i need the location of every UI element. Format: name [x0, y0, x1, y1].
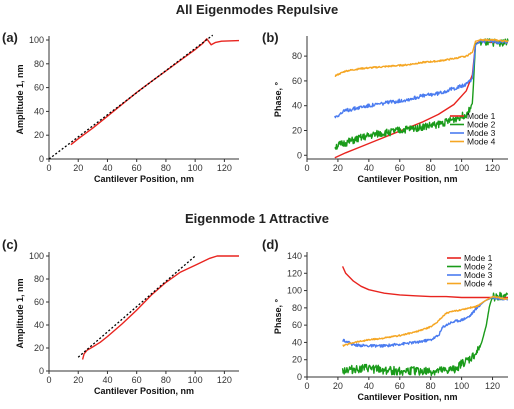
- y-tick-label: 0: [297, 150, 302, 160]
- y-tick-label: 60: [292, 76, 302, 86]
- x-tick-label: 120: [485, 381, 500, 391]
- x-tick-label: 60: [132, 163, 142, 173]
- series-line-a-0: [70, 38, 240, 146]
- x-axis-label-c: Cantilever Position, nm: [94, 386, 194, 396]
- legend-label: Mode 2: [467, 120, 496, 130]
- y-tick-label: 100: [29, 35, 44, 45]
- panel-label-b: (b): [262, 30, 279, 45]
- y-tick-label: 40: [34, 320, 44, 330]
- x-tick-label: 20: [333, 163, 343, 173]
- legend-label: Mode 2: [464, 262, 493, 272]
- x-tick-label: 40: [102, 375, 112, 385]
- x-tick-label: 20: [73, 375, 83, 385]
- y-axis-label-b: Phase, °: [273, 82, 283, 118]
- y-tick-label: 80: [292, 51, 302, 61]
- x-tick-label: 40: [364, 381, 374, 391]
- y-tick-label: 20: [292, 355, 302, 365]
- x-tick-label: 100: [454, 163, 469, 173]
- y-tick-label: 120: [287, 268, 302, 278]
- panel-label-d: (d): [262, 237, 279, 252]
- x-tick-label: 100: [188, 375, 203, 385]
- x-tick-label: 60: [132, 375, 142, 385]
- y-tick-label: 100: [287, 286, 302, 296]
- y-tick-label: 20: [34, 130, 44, 140]
- y-axis-label-c: Amplitude 1, nm: [15, 278, 25, 348]
- legend-label: Mode 1: [464, 253, 493, 263]
- legend-label: Mode 3: [467, 128, 496, 138]
- bottom-section-title: Eigenmode 1 Attractive: [184, 211, 329, 226]
- x-tick-label: 100: [188, 163, 203, 173]
- x-tick-label: 120: [485, 163, 500, 173]
- x-tick-label: 120: [217, 163, 232, 173]
- x-tick-label: 80: [161, 163, 171, 173]
- x-tick-label: 20: [73, 163, 83, 173]
- y-tick-label: 80: [292, 303, 302, 313]
- y-tick-label: 80: [34, 274, 44, 284]
- x-tick-label: 40: [102, 163, 112, 173]
- x-axis-label-a: Cantilever Position, nm: [94, 174, 194, 184]
- y-tick-label: 0: [39, 154, 44, 164]
- x-tick-label: 80: [161, 375, 171, 385]
- x-axis-label-b: Cantilever Position, nm: [357, 174, 457, 184]
- x-axis-label-d: Cantilever Position, nm: [357, 392, 457, 402]
- legend-label: Mode 4: [464, 279, 493, 289]
- x-tick-label: 20: [333, 381, 343, 391]
- series-line-c-0: [81, 255, 239, 360]
- y-tick-label: 60: [292, 320, 302, 330]
- x-tick-label: 80: [426, 381, 436, 391]
- y-tick-label: 20: [34, 343, 44, 353]
- y-tick-label: 40: [292, 337, 302, 347]
- y-axis-label-a: Amplitude 1, nm: [15, 64, 25, 134]
- x-tick-label: 0: [304, 163, 309, 173]
- top-section-title: All Eigenmodes Repulsive: [175, 2, 339, 17]
- panel-label-a: (a): [2, 30, 18, 45]
- legend-label: Mode 3: [464, 270, 493, 280]
- x-tick-label: 0: [304, 381, 309, 391]
- y-tick-label: 140: [287, 251, 302, 261]
- series-line-d-1: [341, 291, 509, 377]
- y-tick-label: 60: [34, 297, 44, 307]
- y-tick-label: 0: [297, 372, 302, 382]
- y-tick-label: 60: [34, 83, 44, 93]
- x-tick-label: 40: [364, 163, 374, 173]
- guide-line-c-1: [77, 255, 196, 358]
- series-line-b-3: [334, 38, 509, 77]
- x-tick-label: 80: [426, 163, 436, 173]
- series-line-d-2: [342, 295, 509, 348]
- y-tick-label: 40: [292, 101, 302, 111]
- panel-label-c: (c): [2, 237, 18, 252]
- y-tick-label: 0: [39, 366, 44, 376]
- x-tick-label: 0: [46, 163, 51, 173]
- y-tick-label: 20: [292, 125, 302, 135]
- legend-label: Mode 4: [467, 137, 496, 147]
- y-tick-label: 40: [34, 106, 44, 116]
- y-axis-label-d: Phase, °: [273, 299, 283, 335]
- x-tick-label: 100: [454, 381, 469, 391]
- x-tick-label: 0: [46, 375, 51, 385]
- series-line-d-0: [341, 266, 508, 299]
- x-tick-label: 60: [395, 163, 405, 173]
- legend-label: Mode 1: [467, 111, 496, 121]
- chart-d: 0 20 40 60 80 100 120 0 20 40 60 80 100 120 140 Cantile…: [273, 251, 509, 402]
- series-line-b-2: [334, 38, 509, 119]
- x-tick-label: 60: [395, 381, 405, 391]
- x-tick-label: 120: [217, 375, 232, 385]
- series-line-d-3: [342, 295, 509, 347]
- y-tick-label: 80: [34, 59, 44, 69]
- y-tick-label: 100: [29, 251, 44, 261]
